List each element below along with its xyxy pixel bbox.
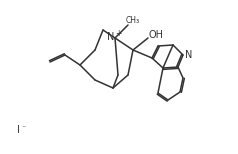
Text: +: + — [115, 28, 121, 38]
Text: CH₃: CH₃ — [126, 16, 140, 24]
Text: OH: OH — [149, 30, 164, 40]
Text: N: N — [185, 50, 193, 60]
Text: I: I — [17, 125, 20, 135]
Text: ⁻: ⁻ — [22, 124, 26, 132]
Text: N: N — [107, 32, 115, 42]
